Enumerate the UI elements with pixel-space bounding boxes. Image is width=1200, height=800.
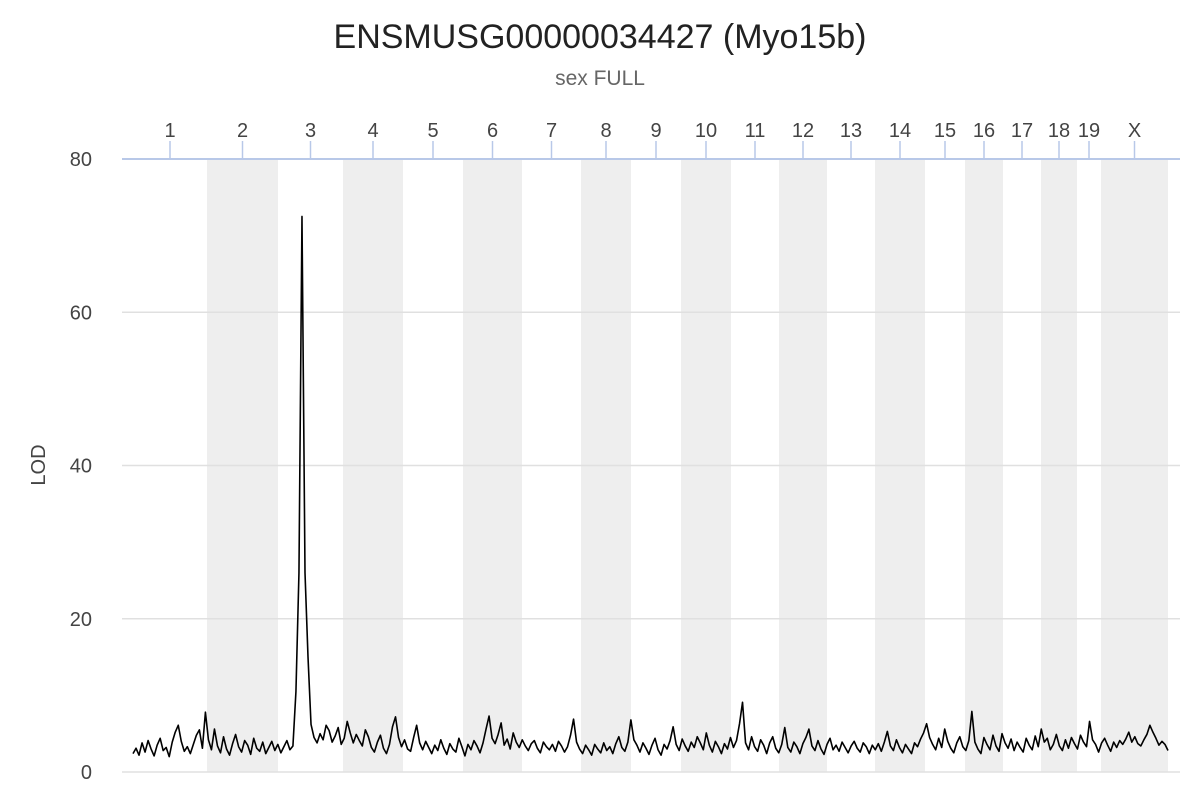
chromosome-label-19: 19 xyxy=(1078,120,1100,142)
chromosome-label-14: 14 xyxy=(889,120,911,142)
chromosome-label-15: 15 xyxy=(934,120,956,142)
chromosome-label-2: 2 xyxy=(237,120,248,142)
chromosome-label-6: 6 xyxy=(487,120,498,142)
y-axis: 0 20 40 60 80 xyxy=(70,149,92,784)
chromosome-label-9: 9 xyxy=(650,120,661,142)
chromosome-label-4: 4 xyxy=(367,120,378,142)
chart-title: ENSMUSG00000034427 (Myo15b) xyxy=(334,18,867,56)
lod-line xyxy=(132,215,1169,758)
chromosome-label-10: 10 xyxy=(695,120,717,142)
chromosome-label-18: 18 xyxy=(1048,120,1070,142)
chromosome-label-1: 1 xyxy=(164,120,175,142)
y-tick-label-80: 80 xyxy=(70,149,92,171)
chromosome-label-7: 7 xyxy=(546,120,557,142)
chart-subtitle: sex FULL xyxy=(555,67,645,90)
chromosome-label-17: 17 xyxy=(1011,120,1033,142)
chromosome-label-X: X xyxy=(1128,120,1141,142)
chromosome-label-8: 8 xyxy=(600,120,611,142)
y-tick-label-0: 0 xyxy=(81,762,92,784)
chromosome-axis: 1 2 3 4 5 6 7 8 9 10 11 12 13 14 15 16 17 18 19 X xyxy=(122,120,1180,160)
chromosome-label-3: 3 xyxy=(305,120,316,142)
chromosome-label-11: 11 xyxy=(745,120,766,142)
chromosome-label-5: 5 xyxy=(427,120,438,142)
y-tick-label-20: 20 xyxy=(70,609,92,631)
chromosome-label-12: 12 xyxy=(792,120,814,142)
chromosome-label-13: 13 xyxy=(840,120,862,142)
y-tick-label-60: 60 xyxy=(70,302,92,324)
y-tick-label-40: 40 xyxy=(70,456,92,478)
gridlines xyxy=(122,311,1180,773)
y-axis-label: LOD xyxy=(28,444,50,485)
chromosome-label-16: 16 xyxy=(973,120,995,142)
lod-series xyxy=(132,215,1169,758)
